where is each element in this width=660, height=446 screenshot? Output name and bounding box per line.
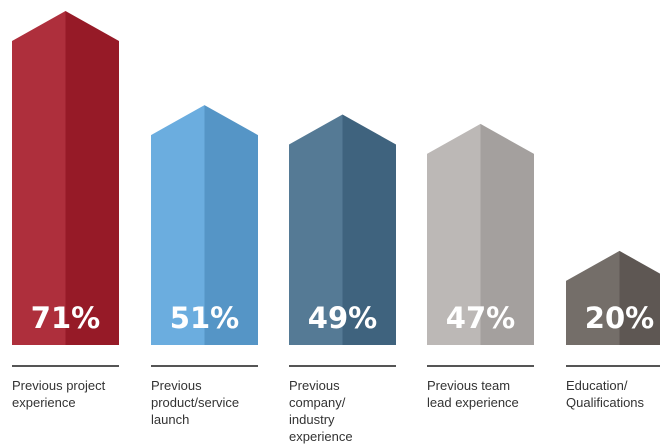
- category-label: Previous project experience: [12, 378, 106, 410]
- category-label: Previous company/industry experience: [289, 378, 353, 444]
- bar-left-face: [151, 105, 205, 346]
- bar-right-face: [480, 123, 534, 346]
- bar-left-face: [12, 11, 66, 345]
- bar-left-face: [566, 250, 620, 345]
- bar-value-label: 20%: [585, 301, 654, 335]
- bar-right-face: [619, 250, 660, 345]
- labels-group: 71% Previous project experience 51% Previous…: [12, 301, 660, 444]
- bar-value-label: 51%: [170, 301, 239, 335]
- bar-right-face: [342, 114, 396, 346]
- bar-value-label: 47%: [446, 301, 515, 335]
- bar-right-face: [65, 11, 119, 345]
- category-label: Previous team lead experience: [427, 378, 519, 410]
- bar-right-face: [204, 105, 258, 346]
- bar-left-face: [427, 123, 481, 346]
- bars-group: [12, 11, 660, 346]
- category-label: Education/Qualifications: [566, 378, 645, 410]
- bar-value-label: 71%: [31, 301, 100, 335]
- bar-left-face: [289, 114, 343, 346]
- bar-value-label: 49%: [308, 301, 377, 335]
- category-label: Previous product/service launch: [151, 378, 239, 427]
